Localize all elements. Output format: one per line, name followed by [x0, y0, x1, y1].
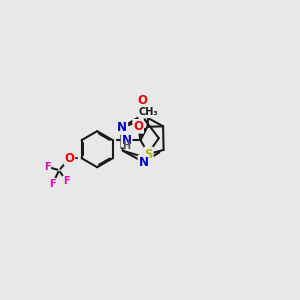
Text: N: N — [117, 121, 127, 134]
Text: O: O — [133, 120, 143, 133]
Text: O: O — [64, 152, 74, 165]
Text: F: F — [44, 162, 50, 172]
Text: CH₃: CH₃ — [139, 107, 158, 118]
Text: H: H — [123, 141, 131, 151]
Text: N: N — [122, 134, 132, 147]
Text: O: O — [137, 94, 147, 107]
Text: F: F — [63, 176, 69, 186]
Text: S: S — [144, 148, 153, 160]
Text: F: F — [50, 178, 56, 189]
Text: N: N — [138, 156, 148, 169]
